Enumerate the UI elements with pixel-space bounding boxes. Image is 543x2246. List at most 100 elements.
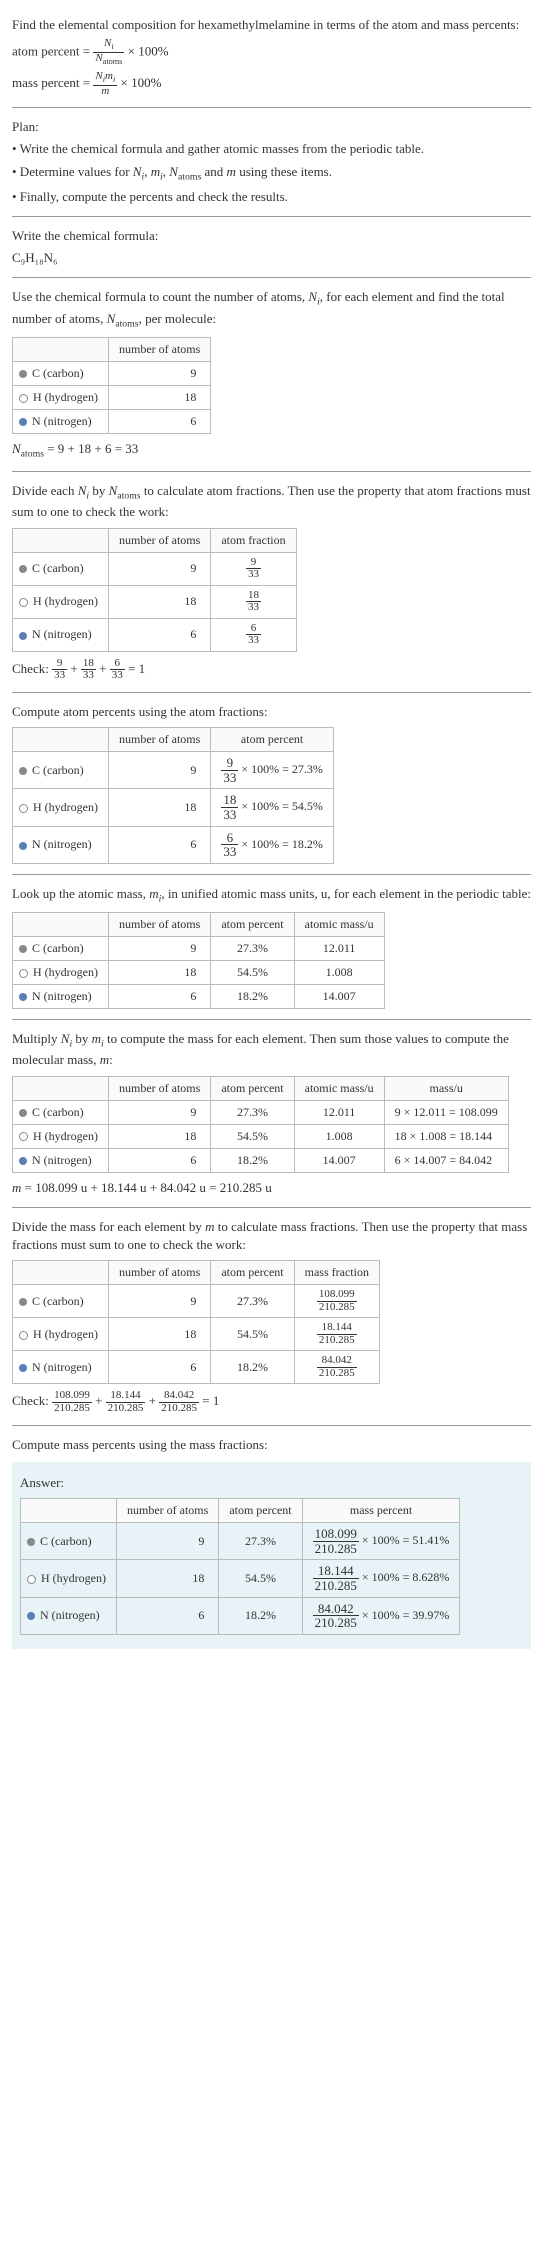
element-dot-icon bbox=[19, 767, 27, 775]
massprod-sum: m = 108.099 u + 18.144 u + 84.042 u = 21… bbox=[12, 1179, 531, 1197]
answer-label: Answer: bbox=[20, 1474, 523, 1492]
answer-block: Answer: number of atomsatom percentmass … bbox=[12, 1462, 531, 1649]
fraction: 84.042210.285 bbox=[317, 1355, 357, 1379]
fraction: 633 bbox=[221, 831, 238, 859]
col-header: number of atoms bbox=[108, 1076, 210, 1100]
element-dot-icon bbox=[19, 394, 28, 403]
element-dot-icon bbox=[27, 1538, 35, 1546]
col-header: atom percent bbox=[211, 728, 334, 752]
col-header: atomic mass/u bbox=[294, 1076, 384, 1100]
label: mass percent = bbox=[12, 75, 90, 90]
plan-title: Plan: bbox=[12, 118, 531, 136]
atom-percent-def: atom percent = NiNatoms × 100% bbox=[12, 38, 531, 67]
final-table: number of atomsatom percentmass percent … bbox=[20, 1498, 460, 1635]
col-header: number of atoms bbox=[108, 528, 210, 552]
col-header: number of atoms bbox=[108, 337, 210, 361]
element-dot-icon bbox=[19, 993, 27, 1001]
final-lead: Compute mass percents using the mass fra… bbox=[12, 1436, 531, 1454]
masses-lead: Look up the atomic mass, mi, in unified … bbox=[12, 885, 531, 906]
fraction: 1833 bbox=[221, 793, 238, 821]
fraction: 108.099210.285 bbox=[317, 1289, 357, 1313]
element-dot-icon bbox=[19, 418, 27, 426]
col-header: number of atoms bbox=[108, 728, 210, 752]
check-label: Check: bbox=[12, 661, 52, 676]
table-row: C (carbon)9 bbox=[13, 361, 211, 385]
atomfrac-table: number of atomsatom fraction C (carbon)9… bbox=[12, 528, 297, 652]
col-header: atom percent bbox=[211, 913, 294, 937]
table-row: N (nitrogen)6633 bbox=[13, 618, 297, 651]
plan-item: • Determine values for Ni, mi, Natoms an… bbox=[12, 163, 531, 184]
times: × 100% bbox=[120, 75, 161, 90]
table-row: H (hydrogen)1854.5%18.144210.285 bbox=[13, 1318, 380, 1351]
element-dot-icon bbox=[19, 632, 27, 640]
element-dot-icon bbox=[19, 1298, 27, 1306]
element-dot-icon bbox=[19, 804, 28, 813]
fraction: 18.144210.285 bbox=[317, 1322, 357, 1346]
table-row: H (hydrogen)1854.5%18.144210.285 × 100% … bbox=[21, 1560, 460, 1597]
element-dot-icon bbox=[27, 1612, 35, 1620]
count-lead: Use the chemical formula to count the nu… bbox=[12, 288, 531, 330]
table-row: C (carbon)9933 bbox=[13, 552, 297, 585]
mass-percent-def: mass percent = Nimim × 100% bbox=[12, 71, 531, 97]
massfrac-check: Check: 108.099210.285 + 18.144210.285 + … bbox=[12, 1390, 531, 1414]
fraction: 933 bbox=[221, 756, 238, 784]
table-row: H (hydrogen)18 bbox=[13, 385, 211, 409]
atomfrac-check: Check: 933 + 1833 + 633 = 1 bbox=[12, 658, 531, 682]
col-header: atom percent bbox=[211, 1076, 294, 1100]
element-dot-icon bbox=[19, 1331, 28, 1340]
massfrac-table: number of atomsatom percentmass fraction… bbox=[12, 1260, 380, 1384]
table-row: N (nitrogen)618.2%14.007 bbox=[13, 985, 385, 1009]
table-row: C (carbon)927.3%108.099210.285 bbox=[13, 1285, 380, 1318]
fraction: Nimim bbox=[93, 71, 117, 97]
fraction: 18.144210.285 bbox=[313, 1564, 359, 1592]
table-row: H (hydrogen)1854.5%1.00818 × 1.008 = 18.… bbox=[13, 1124, 509, 1148]
element-dot-icon bbox=[19, 598, 28, 607]
element-dot-icon bbox=[19, 1364, 27, 1372]
table-row: H (hydrogen)181833 bbox=[13, 585, 297, 618]
eq: = 1 bbox=[125, 661, 145, 676]
atompct-lead: Compute atom percents using the atom fra… bbox=[12, 703, 531, 721]
table-row: N (nitrogen)618.2%84.042210.285 × 100% =… bbox=[21, 1597, 460, 1634]
plan-item: • Finally, compute the percents and chec… bbox=[12, 188, 531, 206]
plan-item: • Write the chemical formula and gather … bbox=[12, 140, 531, 158]
fraction: 933 bbox=[246, 557, 261, 581]
element-dot-icon bbox=[27, 1575, 36, 1584]
table-row: H (hydrogen)181833 × 100% = 54.5% bbox=[13, 789, 334, 826]
atomfrac-lead: Divide each Ni by Natoms to calculate at… bbox=[12, 482, 531, 521]
count-table: number of atoms C (carbon)9H (hydrogen)1… bbox=[12, 337, 211, 434]
fraction: 108.099210.285 bbox=[313, 1527, 359, 1555]
atompct-table: number of atomsatom percent C (carbon)99… bbox=[12, 727, 334, 864]
formula-lead: Write the chemical formula: bbox=[12, 227, 531, 245]
table-row: C (carbon)927.3%12.0119 × 12.011 = 108.0… bbox=[13, 1100, 509, 1124]
element-dot-icon bbox=[19, 370, 27, 378]
col-header: atom percent bbox=[219, 1498, 302, 1522]
chemical-formula: C₉H₁₈N₆ bbox=[12, 249, 531, 267]
element-dot-icon bbox=[19, 1132, 28, 1141]
times: × 100% bbox=[128, 44, 169, 59]
eq: = 1 bbox=[199, 1394, 219, 1409]
col-header: number of atoms bbox=[116, 1498, 218, 1522]
table-row: N (nitrogen)6 bbox=[13, 409, 211, 433]
col-header: atom percent bbox=[211, 1261, 294, 1285]
element-dot-icon bbox=[19, 945, 27, 953]
question: Find the elemental composition for hexam… bbox=[12, 16, 531, 34]
table-row: N (nitrogen)6633 × 100% = 18.2% bbox=[13, 826, 334, 863]
table-row: C (carbon)9933 × 100% = 27.3% bbox=[13, 752, 334, 789]
fraction: NiNatoms bbox=[93, 38, 124, 67]
massprod-lead: Multiply Ni by mi to compute the mass fo… bbox=[12, 1030, 531, 1069]
col-header: number of atoms bbox=[108, 1261, 210, 1285]
element-dot-icon bbox=[19, 1109, 27, 1117]
table-row: C (carbon)927.3%108.099210.285 × 100% = … bbox=[21, 1522, 460, 1559]
element-dot-icon bbox=[19, 969, 28, 978]
col-header: number of atoms bbox=[108, 913, 210, 937]
massfrac-lead: Divide the mass for each element by m to… bbox=[12, 1218, 531, 1254]
label: atom percent = bbox=[12, 44, 90, 59]
masses-table: number of atomsatom percentatomic mass/u… bbox=[12, 912, 385, 1009]
count-sum: Natoms = 9 + 18 + 6 = 33 bbox=[12, 440, 531, 461]
fraction: 1833 bbox=[246, 590, 261, 614]
element-dot-icon bbox=[19, 1157, 27, 1165]
table-row: N (nitrogen)618.2%14.0076 × 14.007 = 84.… bbox=[13, 1148, 509, 1172]
table-row: C (carbon)927.3%12.011 bbox=[13, 937, 385, 961]
element-dot-icon bbox=[19, 842, 27, 850]
fraction: 633 bbox=[246, 623, 261, 647]
